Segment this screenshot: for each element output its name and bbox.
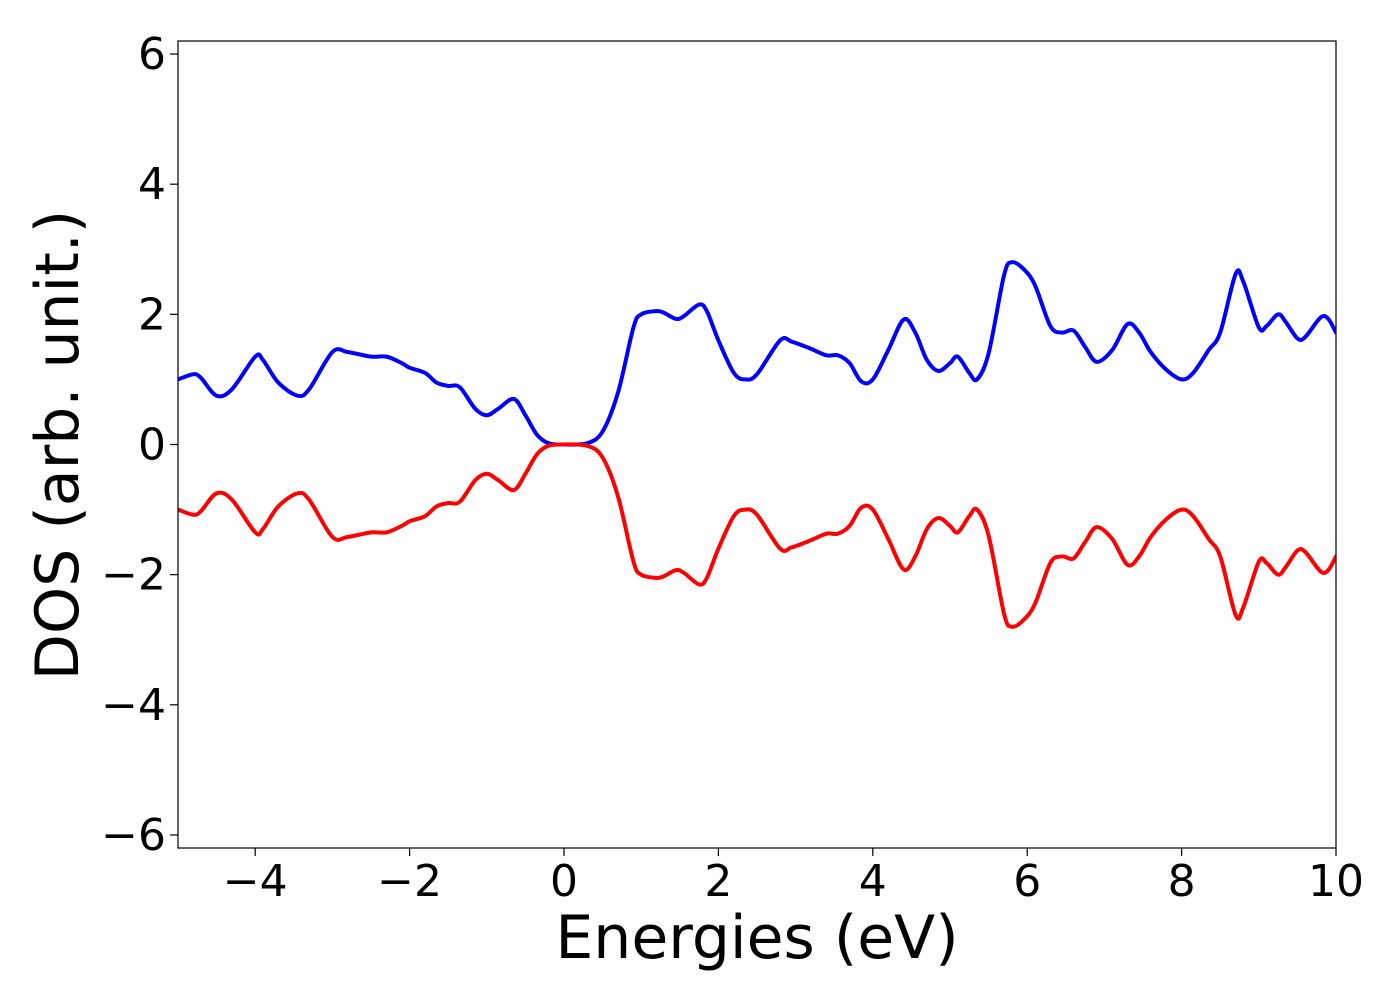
y-axis-label: DOS (arb. unit.) xyxy=(23,210,93,680)
y-axis-ticks: −6 −4 −2 0 2 4 6 xyxy=(101,29,178,861)
y-tick-label: −2 xyxy=(101,550,166,601)
y-tick-label: 4 xyxy=(138,159,166,210)
x-axis-label: Energies (eV) xyxy=(555,903,958,973)
x-tick-label: 10 xyxy=(1308,856,1364,907)
y-tick-label: −4 xyxy=(101,680,166,731)
x-tick-label: 8 xyxy=(1168,856,1196,907)
x-tick-label: 2 xyxy=(704,856,732,907)
y-tick-label: 2 xyxy=(138,289,166,340)
series-line-1 xyxy=(178,260,1336,447)
series-layer xyxy=(178,260,1336,629)
y-tick-label: 6 xyxy=(138,29,166,80)
y-tick-label: −6 xyxy=(101,810,166,861)
x-tick-label: 0 xyxy=(550,856,578,907)
x-tick-label: −4 xyxy=(223,856,288,907)
x-tick-label: −2 xyxy=(377,856,442,907)
plot-background xyxy=(178,41,1336,848)
x-tick-label: 4 xyxy=(859,856,887,907)
x-axis-ticks: −4 −2 0 2 4 6 8 10 xyxy=(223,848,1364,907)
y-tick-label: 0 xyxy=(138,420,166,471)
x-tick-label: 6 xyxy=(1013,856,1041,907)
series-line-2 xyxy=(178,442,1336,629)
